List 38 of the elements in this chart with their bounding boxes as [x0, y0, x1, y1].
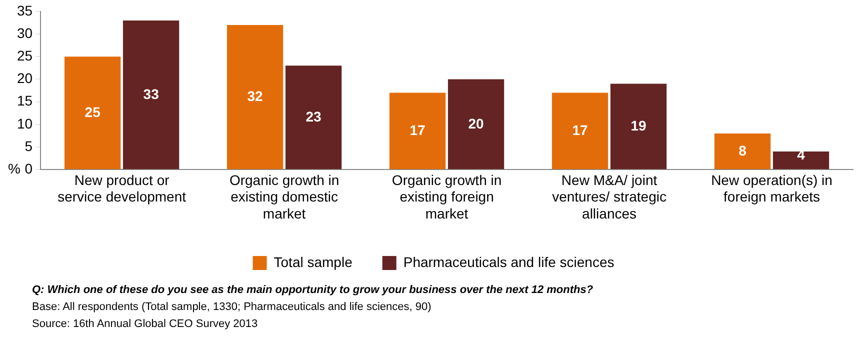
x-tick-label: Organic growth in existing domestic market [229, 172, 340, 222]
bar [64, 56, 121, 170]
bar [285, 66, 342, 170]
y-tick-label: 5 [24, 138, 33, 154]
data-label: 23 [306, 108, 322, 124]
x-tick-label: New operation(s) in foreign markets [711, 172, 832, 205]
source-note: Source: 16th Annual Global CEO Survey 2013 [32, 317, 259, 332]
data-label: 25 [84, 104, 101, 120]
y-tick-label: 25 [16, 47, 33, 64]
y-tick-label: 10 [16, 115, 33, 132]
legend-label: Total sample [274, 254, 353, 270]
bar [772, 152, 830, 170]
bar [226, 24, 284, 170]
data-label: 20 [468, 115, 484, 132]
bar [448, 79, 504, 170]
x-tick-label: New product or service development [58, 172, 186, 205]
data-label: 17 [572, 122, 588, 138]
data-label: 19 [630, 118, 647, 134]
bar [122, 20, 180, 170]
text: Q: Which one of these do you see as the main opportunity to grow your business over the next 12 months? [32, 283, 594, 298]
data-label: 32 [247, 88, 264, 104]
y-tick-label: 30 [16, 24, 33, 41]
data-label: 33 [143, 86, 160, 102]
y-tick-label: 0 [24, 160, 33, 176]
y-tick-label: 15 [16, 92, 33, 109]
legend-label: Pharmaceuticals and life sciences [403, 254, 614, 270]
bar [610, 84, 667, 170]
y-tick-label: 20 [16, 70, 33, 86]
y-tick-label: 35 [16, 2, 33, 18]
text: Base: All respondents (Total sample, 1330; Pharmaceuticals and life sciences, 90) [32, 300, 432, 315]
bar [552, 92, 608, 170]
bar [389, 92, 446, 170]
x-tick-label: Organic growth in existing foreign market [392, 172, 502, 222]
x-tick-label: New M&A/ joint ventures/ strategic alliances [552, 172, 666, 222]
y-axis-title: % [8, 160, 20, 176]
data-label: 17 [410, 122, 426, 138]
bar [714, 133, 771, 170]
data-label: 8 [738, 142, 747, 158]
